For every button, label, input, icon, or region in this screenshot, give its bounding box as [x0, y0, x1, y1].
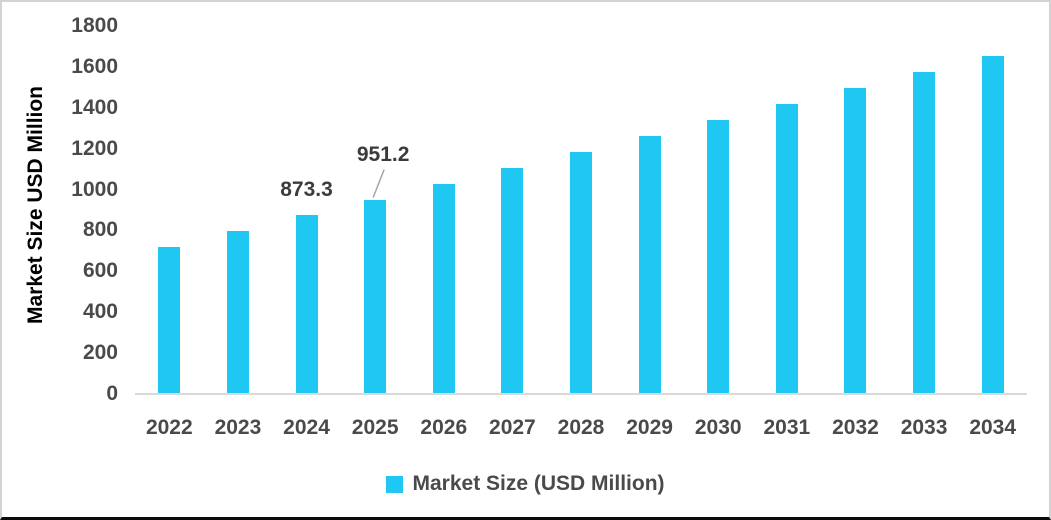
- bar: [913, 72, 936, 394]
- bar: [707, 119, 730, 394]
- legend-color-swatch-icon: [386, 475, 404, 493]
- bar: [501, 167, 524, 394]
- legend: Market Size (USD Million): [0, 471, 1051, 497]
- bar: [295, 215, 318, 394]
- y-tick-label: 0: [106, 382, 118, 405]
- x-tick-label: 2027: [489, 416, 536, 439]
- x-tick-label: 2026: [420, 416, 468, 439]
- bar: [432, 183, 455, 394]
- bar: [844, 88, 867, 394]
- x-tick-label: 2030: [694, 416, 742, 439]
- bar: [775, 103, 798, 394]
- y-tick-label: 400: [82, 300, 118, 324]
- bar: [638, 135, 661, 394]
- x-tick-label: 2024: [283, 416, 330, 439]
- data-label: 951.2: [356, 142, 410, 166]
- y-tick-label: 800: [82, 218, 118, 242]
- bar: [158, 247, 181, 394]
- x-tick-label: 2028: [557, 416, 605, 439]
- x-tick-label: 2023: [214, 416, 262, 439]
- x-tick-label: 2025: [351, 416, 399, 439]
- y-tick-label: 1400: [71, 95, 118, 119]
- leader-line: [372, 169, 385, 198]
- bar: [364, 199, 387, 394]
- x-tick-label: 2029: [626, 416, 673, 439]
- x-tick-label: 2033: [900, 416, 948, 439]
- x-axis-line: [135, 393, 1027, 395]
- data-label: 873.3: [280, 178, 333, 202]
- legend-label: Market Size (USD Million): [412, 472, 665, 495]
- y-tick-label: 1000: [71, 177, 118, 201]
- bar: [981, 56, 1004, 394]
- y-tick-label: 600: [82, 259, 118, 283]
- x-tick-label: 2031: [763, 416, 811, 439]
- y-tick-label: 200: [82, 341, 118, 365]
- x-tick-label: 2034: [969, 416, 1017, 439]
- x-tick-label: 2032: [832, 416, 879, 439]
- y-tick-label: 1800: [71, 14, 118, 37]
- bar: [226, 231, 249, 394]
- bar: [570, 151, 592, 394]
- y-tick-label: 1200: [71, 136, 118, 160]
- y-tick-label: 1600: [71, 54, 118, 78]
- x-tick-label: 2022: [145, 416, 193, 439]
